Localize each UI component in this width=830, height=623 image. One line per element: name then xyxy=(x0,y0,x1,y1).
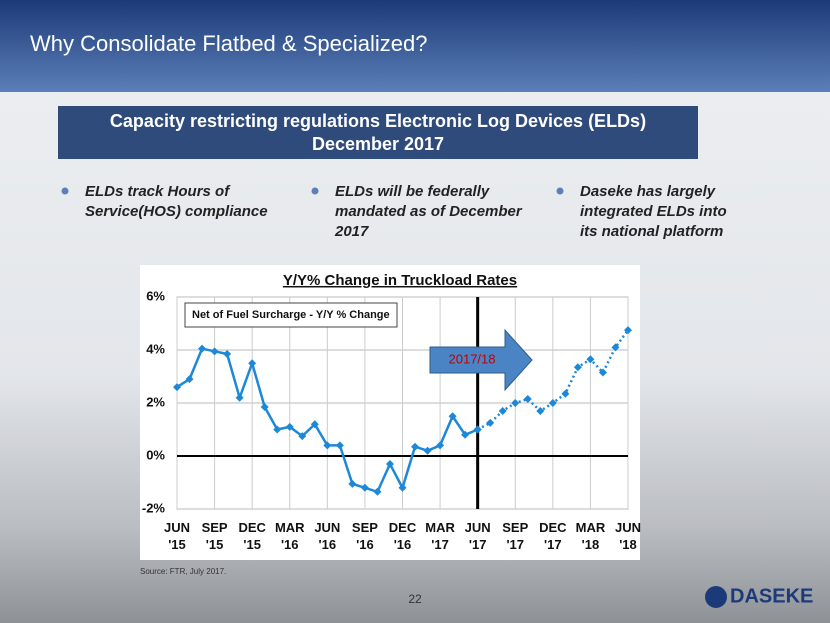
data-point xyxy=(448,412,457,421)
data-point xyxy=(486,418,495,427)
bullet-text: ELDs will be federally xyxy=(335,183,490,200)
data-point xyxy=(624,326,632,335)
data-point xyxy=(373,487,382,496)
banner-text: Capacity restricting regulations Electro… xyxy=(110,111,646,131)
legend-box xyxy=(184,302,398,328)
bullet-dot xyxy=(556,187,564,195)
x-tick-label: MAR '16 xyxy=(275,520,305,552)
data-point xyxy=(185,375,194,384)
x-tick-label: JUN '16 xyxy=(314,520,340,552)
bullet-dot xyxy=(61,187,69,195)
x-tick-label: JUN '18 xyxy=(615,520,641,552)
data-point xyxy=(273,425,282,434)
data-point xyxy=(335,441,344,450)
data-point xyxy=(348,479,357,488)
annotation-arrow xyxy=(429,328,533,392)
data-point xyxy=(411,442,420,451)
bullet-text: its national platform xyxy=(580,223,723,240)
x-tick-label: JUN '15 xyxy=(164,520,190,552)
y-tick-label: -2% xyxy=(142,500,166,515)
data-point xyxy=(173,383,181,392)
data-point xyxy=(423,446,432,455)
data-point xyxy=(498,406,507,415)
bullet-text: ELDs track Hours of xyxy=(85,183,231,200)
x-tick-label: JUN '17 xyxy=(465,520,491,552)
bullet-text: Daseke has largely xyxy=(580,183,716,200)
bullet-text: Service(HOS) compliance xyxy=(85,203,268,220)
logo-icon xyxy=(705,586,727,608)
source: Source: FTR, July 2017. xyxy=(140,567,226,576)
data-point xyxy=(298,432,307,441)
x-tick-label: MAR '18 xyxy=(576,520,606,552)
bullet-dot xyxy=(311,187,319,195)
data-point xyxy=(198,344,207,353)
data-point xyxy=(473,425,482,434)
y-tick-label: 6% xyxy=(146,288,165,303)
data-point xyxy=(210,347,219,356)
banner-text: December 2017 xyxy=(312,134,444,154)
slide-title: Why Consolidate Flatbed & Specialized? xyxy=(30,31,427,56)
data-point xyxy=(223,349,232,358)
data-point xyxy=(598,368,607,377)
y-tick-label: 0% xyxy=(146,447,165,462)
x-tick-label: DEC '15 xyxy=(238,520,266,552)
legend-label: Net of Fuel Surcharge - Y/Y % Change xyxy=(192,309,390,321)
bullet-text: mandated as of December xyxy=(335,203,523,220)
data-point xyxy=(235,393,244,402)
data-point xyxy=(398,483,407,492)
data-point xyxy=(573,363,582,372)
data-point xyxy=(536,406,545,415)
y-tick-label: 4% xyxy=(146,341,165,356)
data-point xyxy=(323,441,332,450)
bullet-text: integrated ELDs into xyxy=(580,203,727,220)
data-point xyxy=(360,483,369,492)
header-bar xyxy=(0,0,830,92)
banner xyxy=(58,106,698,159)
bullet-text: 2017 xyxy=(334,223,369,240)
y-tick-label: 2% xyxy=(146,394,165,409)
data-point xyxy=(586,355,595,364)
logo: DASEKE xyxy=(730,585,813,607)
data-point xyxy=(511,399,520,407)
data-point xyxy=(611,343,620,352)
annotation: 2017/18 xyxy=(449,351,496,366)
data-point xyxy=(385,459,394,468)
data-point xyxy=(285,422,294,431)
chart-title: Y/Y% Change in Truckload Rates xyxy=(283,272,517,289)
data-point xyxy=(310,420,319,429)
data-point xyxy=(436,441,445,450)
x-tick-label: MAR '17 xyxy=(425,520,455,552)
data-point xyxy=(548,399,557,407)
data-point xyxy=(461,430,470,439)
x-tick-label: SEP '17 xyxy=(502,520,528,552)
data-point xyxy=(260,402,269,411)
x-tick-label: SEP '15 xyxy=(202,520,228,552)
data-point xyxy=(248,359,257,368)
x-tick-label: DEC '17 xyxy=(539,520,567,552)
data-point xyxy=(561,389,570,398)
x-tick-label: SEP '16 xyxy=(352,520,378,552)
page-number: 22 xyxy=(408,592,422,606)
x-tick-label: DEC '16 xyxy=(389,520,417,552)
data-point xyxy=(523,395,532,404)
